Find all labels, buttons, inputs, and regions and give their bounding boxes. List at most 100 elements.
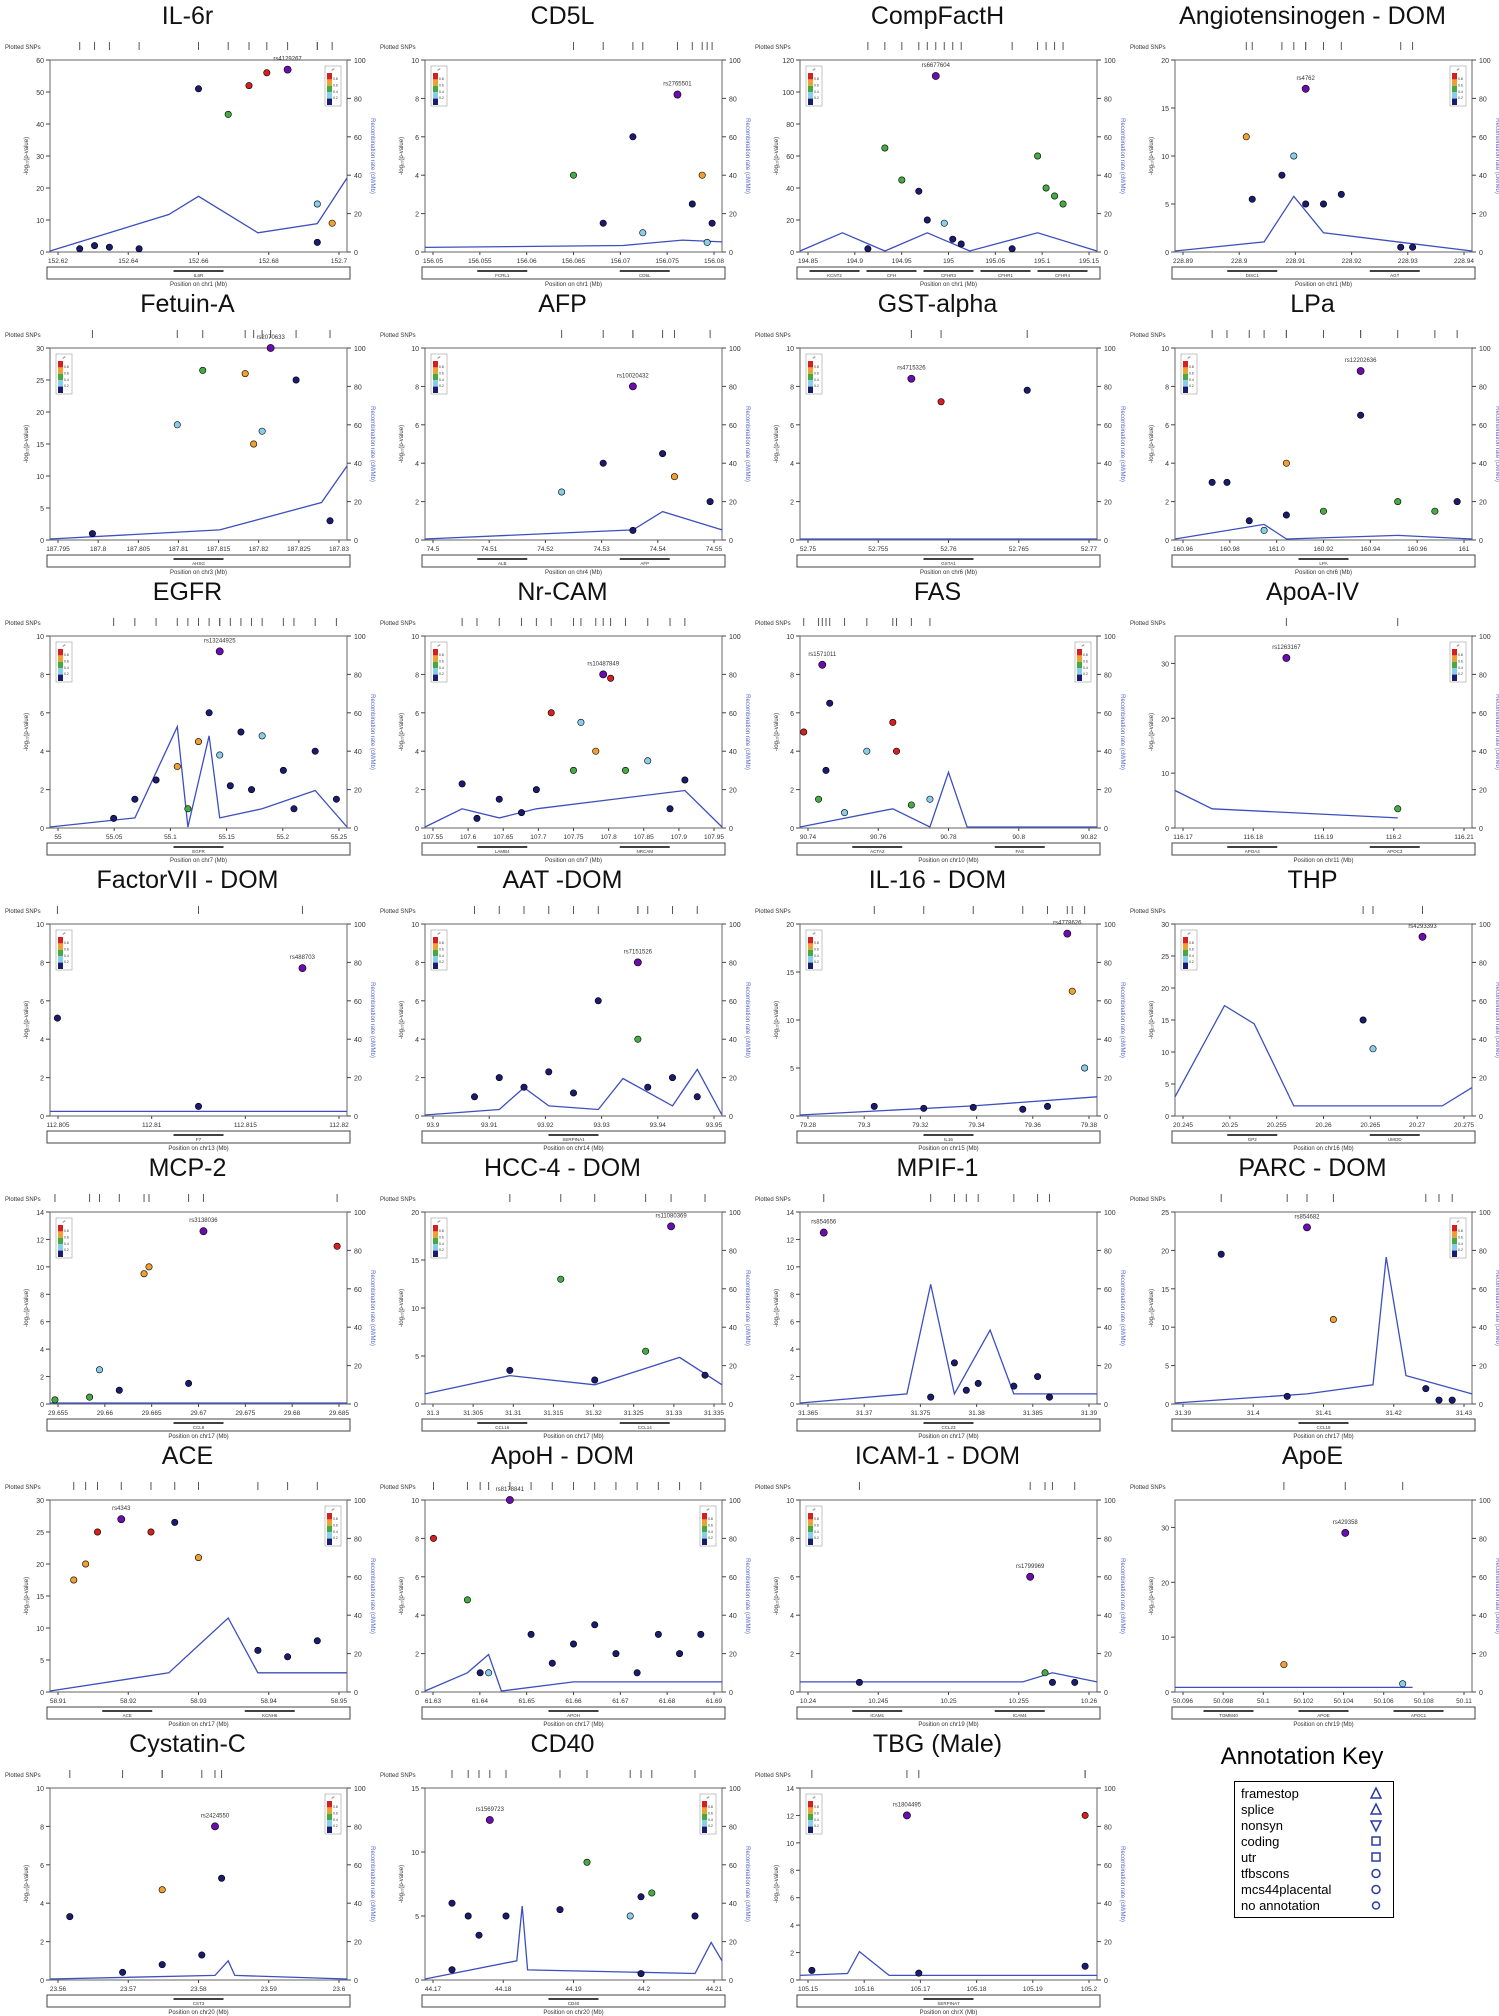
r2-swatch — [808, 92, 813, 99]
snp-point — [1068, 987, 1076, 995]
r2-swatch — [327, 73, 332, 80]
r2-swatch — [327, 1801, 332, 1808]
snp-point — [864, 245, 872, 253]
y-tick-label: 15 — [786, 970, 794, 977]
recomb-tick-label: 40 — [1104, 461, 1112, 468]
plot-title: GST-alpha — [877, 290, 998, 318]
r2-tick-label: 0.2 — [1458, 672, 1463, 676]
snp-point — [703, 238, 711, 246]
y-tick-label: 6 — [40, 1320, 44, 1327]
r2-swatch — [58, 380, 63, 387]
x-tick-label: 152.64 — [118, 258, 138, 265]
snp-point — [495, 1074, 503, 1082]
snp-point — [1357, 411, 1365, 419]
r2-swatch — [433, 386, 438, 393]
x-tick-label: 31.41 — [1315, 1410, 1332, 1417]
x-tick-label: 74.5 — [427, 546, 440, 553]
r2-legend-title: r² — [707, 1795, 710, 1800]
snp-point — [644, 757, 652, 765]
plot-frame — [49, 1499, 348, 1693]
x-tick-label: 31.39 — [1081, 1410, 1098, 1417]
recomb-tick-label: 0 — [354, 1978, 358, 1985]
r2-swatch — [327, 98, 332, 105]
y-tick-label: 14 — [786, 1786, 794, 1793]
y-tick-label: 10 — [786, 1018, 794, 1025]
r2-tick-label: 0.6 — [1083, 659, 1088, 663]
snp-point — [91, 242, 99, 250]
snp-point — [870, 1102, 878, 1110]
snp-point — [826, 699, 834, 707]
snp-point — [1081, 1064, 1089, 1072]
r2-legend-title: r² — [332, 67, 335, 72]
snp-point — [485, 1669, 493, 1677]
y-tick-label: 10 — [36, 1626, 44, 1633]
snp-point — [822, 766, 830, 774]
y-tick-label: 6 — [40, 711, 44, 718]
y-tick-label: 8 — [40, 1824, 44, 1831]
snp-point — [135, 245, 143, 253]
gene-track — [46, 1418, 351, 1432]
x-tick-label: 31.38 — [968, 1410, 985, 1417]
y-tick-label: 0 — [1165, 538, 1169, 545]
plotted-snps-label: Plotted SNPs — [380, 1485, 416, 1491]
x-tick-label: 93.91 — [481, 1122, 498, 1129]
annotation-key-label: nonsyn — [1241, 1818, 1283, 1833]
x-tick-label: 107.9 — [671, 834, 688, 841]
recomb-tick-label: 0 — [729, 538, 733, 545]
snp-point — [642, 1347, 650, 1355]
gene-track — [796, 1130, 1101, 1144]
snp-point — [591, 1376, 599, 1384]
snp-point — [545, 1068, 553, 1076]
y-tick-label: 10 — [786, 1841, 794, 1848]
x-tick-label: 93.93 — [593, 1122, 610, 1129]
r2-tick-label: 0.4 — [64, 666, 69, 670]
snp-point — [1282, 511, 1290, 519]
r2-swatch — [327, 1532, 332, 1539]
recomb-tick-label: 100 — [354, 58, 366, 65]
gene-track — [1171, 554, 1476, 568]
r2-swatch — [1452, 1225, 1457, 1232]
r2-swatch — [1452, 674, 1457, 681]
x-tick-label: 74.52 — [537, 546, 554, 553]
y-tick-label: 8 — [40, 960, 44, 967]
y-tick-label: 20 — [1161, 1248, 1169, 1255]
snp-point — [205, 709, 213, 717]
recomb-tick-label: 40 — [1479, 1325, 1487, 1332]
r2-tick-label: 0.8 — [1458, 1229, 1463, 1233]
plotted-snps-label: Plotted SNPs — [755, 621, 791, 627]
plot-svg: Plotted SNPs 0 10 20 30 0 20 40 60 80 100 -log₁₀(p-… — [1130, 618, 1499, 864]
gene-label: APOA4 — [1245, 849, 1261, 854]
recomb-tick-label: 100 — [729, 346, 741, 353]
y-tick-label: 20 — [36, 186, 44, 193]
r2-legend-title: r² — [1457, 643, 1460, 648]
recomb-tick-label: 0 — [1104, 1114, 1108, 1121]
recomb-tick-label: 0 — [1479, 538, 1483, 545]
y-tick-label: 10 — [1161, 1050, 1169, 1057]
plot-svg: Plotted SNPs 0 20 40 60 80 100 120 0 20 40 60 80 100 -… — [755, 42, 1125, 288]
r2-legend-title: r² — [63, 931, 66, 936]
recomb-axis-label: Recombination rate (cM/Mb) — [369, 118, 375, 194]
recomb-tick-label: 100 — [729, 1786, 741, 1793]
gene-label: CFHR3 — [941, 273, 956, 278]
snp-point — [599, 219, 607, 227]
r2-tick-label: 0.2 — [814, 1824, 819, 1828]
plot-svg: Plotted SNPs 0 5 10 15 20 25 0 20 40 60 80 100 -log₁₀… — [1130, 1194, 1499, 1440]
y-tick-label: 2 — [415, 788, 419, 795]
locus-plot: IL-16 - DOM Plotted SNPs 0 5 10 15 20 0 20 40 60 80… — [750, 864, 1125, 1152]
x-tick-label: 105.16 — [854, 1986, 874, 1993]
recomb-tick-label: 20 — [354, 212, 362, 219]
x-tick-label: 44.18 — [495, 1986, 512, 1993]
annotation-key-label: no annotation — [1241, 1898, 1320, 1913]
snp-point — [1409, 243, 1417, 251]
lead-snp-point — [667, 1222, 675, 1231]
y-axis-label: -log₁₀(p-value) — [24, 1001, 30, 1039]
annotation-key: Annotation Key framestop splice nonsyn codi… — [1152, 1743, 1452, 1973]
r2-swatch — [808, 386, 813, 393]
x-tick-label: 31.31 — [505, 1410, 522, 1417]
r2-swatch — [702, 1826, 707, 1833]
plotted-snps-label: Plotted SNPs — [755, 333, 791, 339]
r2-swatch — [1183, 956, 1188, 963]
snp-point — [570, 1640, 578, 1648]
x-tick-label: 50.096 — [1173, 1698, 1193, 1705]
r2-tick-label: 0.6 — [439, 659, 444, 663]
